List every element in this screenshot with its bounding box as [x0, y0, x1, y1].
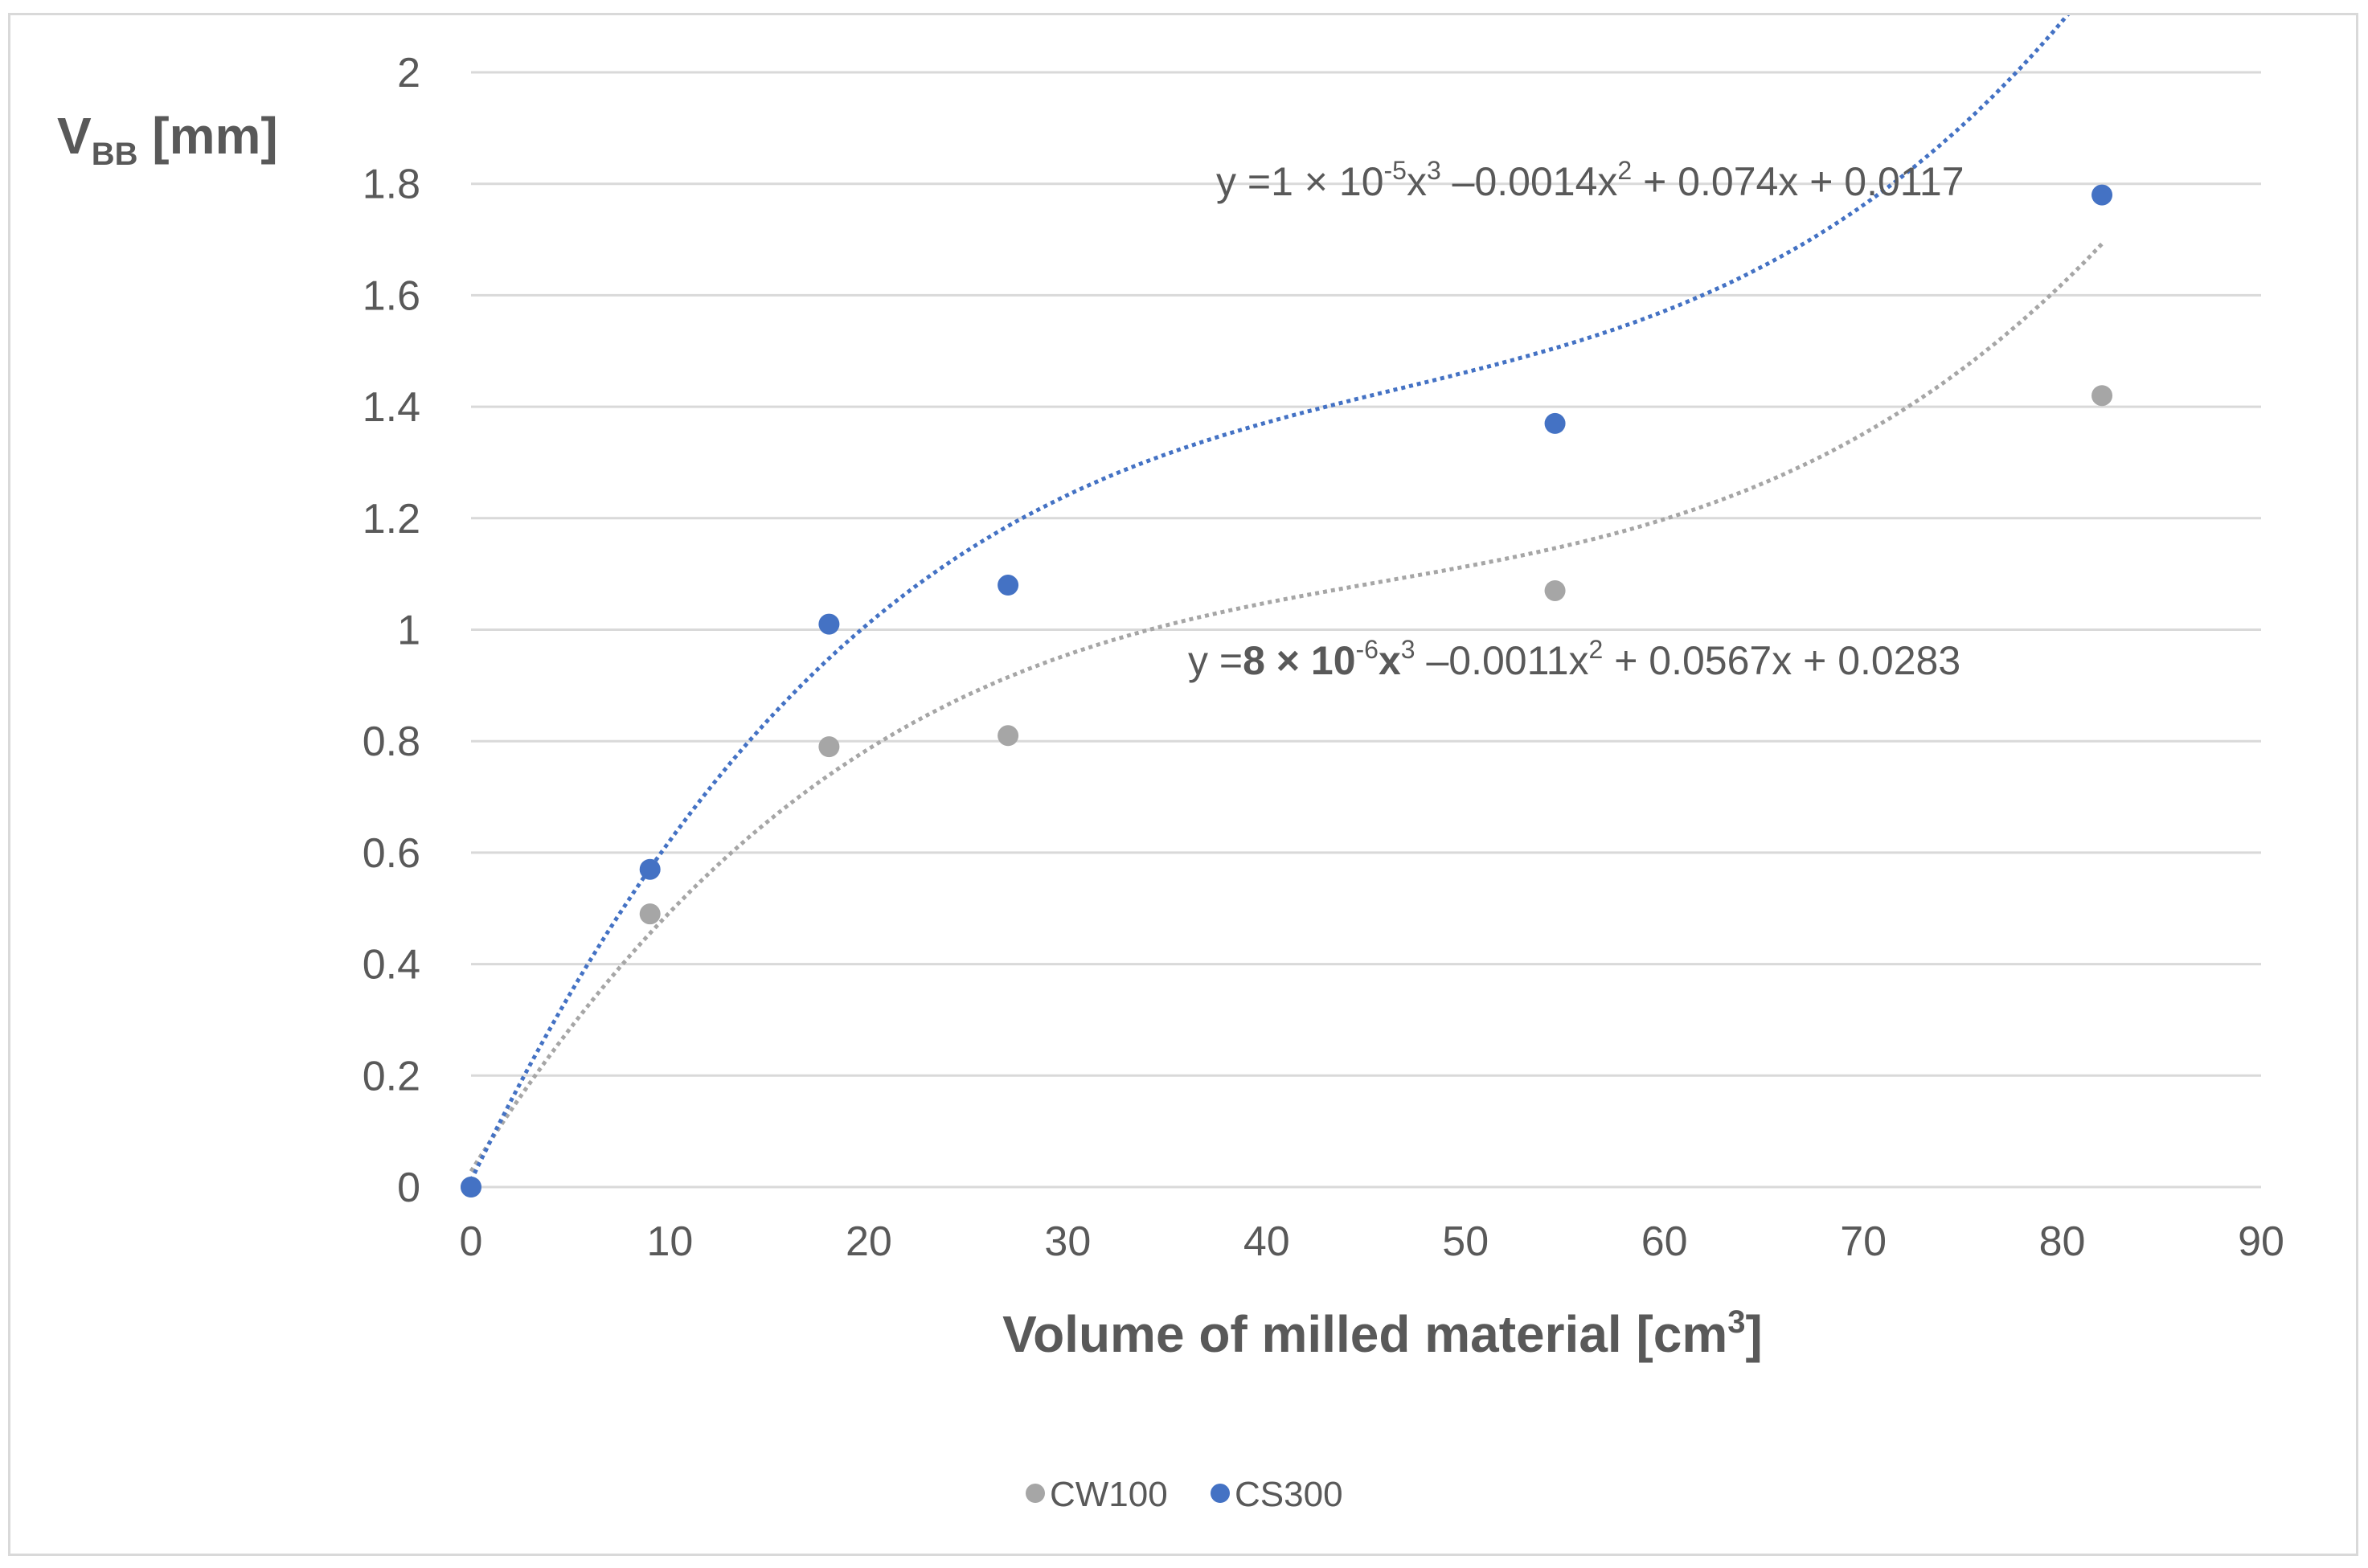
- x-tick-label: 10: [647, 1218, 694, 1265]
- legend: CW100 CS300: [1026, 1475, 1343, 1514]
- legend-marker-cs300: [1211, 1484, 1230, 1503]
- y-tick-label: 0.2: [363, 1053, 420, 1099]
- tick-labels: 00.20.40.60.811.21.41.61.820 10 20 30 40 50 60…: [363, 50, 2284, 1265]
- point-cs300: [461, 1177, 481, 1197]
- x-tick-label: 70: [1840, 1218, 1887, 1265]
- point-cs300: [998, 575, 1019, 596]
- data-points: [461, 184, 2113, 1197]
- chart-svg: 00.20.40.60.811.21.41.61.820 10 20 30 40 50 60…: [57, 15, 2284, 1514]
- cs300-equation: y =1 × 10-5x3 –0.0014x2 + 0.074x + 0.011…: [1216, 156, 1964, 204]
- y-tick-label: 1.6: [363, 272, 420, 319]
- legend-label-cw100: CW100: [1050, 1475, 1168, 1514]
- x-tick-label: 80: [2039, 1218, 2086, 1265]
- point-cw100: [1544, 579, 1566, 601]
- y-tick-label: 2: [397, 50, 420, 96]
- point-cw100: [998, 725, 1019, 747]
- x-axis-title: Volume of milled material [cm3]: [1002, 1304, 1763, 1363]
- x-tick-label: 60: [1641, 1218, 1688, 1265]
- y-tick-label: 1: [397, 608, 420, 654]
- y-tick-label: 0.8: [363, 718, 420, 765]
- y-tick-label: 0: [397, 1165, 420, 1211]
- point-cs300: [1544, 412, 1566, 434]
- trendline-cs300: [469, 15, 2071, 1181]
- legend-marker-cw100: [1026, 1484, 1045, 1503]
- trendlines: [469, 15, 2104, 1181]
- y-tick-label: 0.4: [363, 942, 420, 989]
- point-cw100: [818, 736, 840, 758]
- trendline-cw100: [469, 242, 2104, 1173]
- y-tick-label: 0.6: [363, 830, 420, 877]
- grid-lines: [471, 71, 2261, 1189]
- y-axis-title: VBB [mm]: [57, 107, 278, 172]
- point-cw100: [2091, 385, 2113, 407]
- x-tick-label: 30: [1044, 1218, 1091, 1265]
- x-tick-label: 20: [846, 1218, 892, 1265]
- y-tick-label: 1.4: [363, 384, 420, 431]
- point-cs300: [639, 858, 661, 880]
- point-cs300: [818, 613, 840, 635]
- x-tick-label: 50: [1442, 1218, 1489, 1265]
- y-tick-label: 1.2: [363, 496, 420, 542]
- point-cw100: [639, 903, 661, 925]
- cw100-equation: y =8 × 10-6x3 –0.0011x2 + 0.0567x + 0.02…: [1188, 635, 1960, 683]
- y-tick-label: 1.8: [363, 162, 420, 208]
- chart-frame: 0 0.2 0.4 0.6 0.8 1 1.2 1.4 1.6 1.8 2 0 10 20 30 40 50 60…: [8, 13, 2358, 1556]
- legend-label-cs300: CS300: [1235, 1475, 1343, 1514]
- x-tick-label: 40: [1243, 1218, 1290, 1265]
- x-tick-label: 90: [2238, 1218, 2284, 1265]
- point-cs300: [2091, 184, 2113, 206]
- x-tick-label: 0: [460, 1218, 483, 1265]
